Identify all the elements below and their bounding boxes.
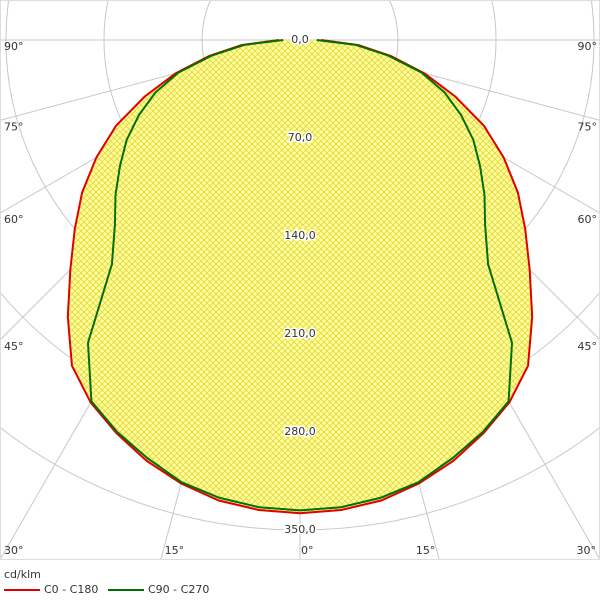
- plot-area: [0, 0, 600, 560]
- angle-label: 15°: [165, 544, 185, 557]
- angle-label: 15°: [416, 544, 436, 557]
- legend-label: C90 - C270: [148, 583, 209, 596]
- angle-label: 75°: [4, 120, 24, 133]
- r-tick-label: 350,0: [284, 523, 316, 536]
- angle-label: 45°: [4, 340, 24, 353]
- angle-label: 60°: [578, 213, 598, 226]
- angle-label: 30°: [4, 544, 24, 557]
- series-line: [299, 39, 514, 512]
- angle-label: 30°: [577, 544, 597, 557]
- series-line: [299, 39, 534, 515]
- series-line: [86, 39, 301, 512]
- area-fill: [67, 40, 533, 514]
- angle-label: 0°: [301, 544, 314, 557]
- r-tick-label: 70,0: [288, 131, 313, 144]
- angle-label: 75°: [578, 120, 598, 133]
- r-tick-label: 140,0: [284, 229, 316, 242]
- r-tick-label: 280,0: [284, 425, 316, 438]
- angle-label: 45°: [578, 340, 598, 353]
- unit-label: cd/klm: [4, 568, 41, 581]
- angle-label: 60°: [4, 213, 24, 226]
- r-tick-label: 0,0: [291, 33, 309, 46]
- series-line: [66, 39, 301, 515]
- legend-label: C0 - C180: [44, 583, 98, 596]
- r-tick-label: 210,0: [284, 327, 316, 340]
- angle-label: 90°: [578, 40, 598, 53]
- angle-label: 90°: [4, 40, 24, 53]
